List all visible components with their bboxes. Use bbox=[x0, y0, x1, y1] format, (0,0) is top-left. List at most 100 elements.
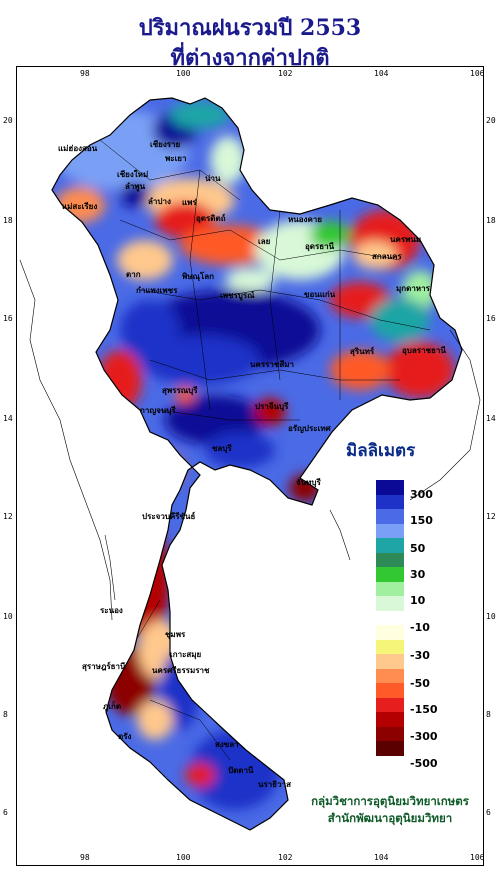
legend-swatch bbox=[376, 538, 404, 553]
place-label: นครศรีธรรมราช bbox=[152, 666, 210, 675]
place-label: ชุมพร bbox=[165, 630, 186, 639]
place-label: เกาะสมุย bbox=[170, 650, 202, 659]
legend-label: -500 bbox=[410, 757, 438, 770]
lon-tick: 104 bbox=[374, 853, 389, 862]
lat-tick: 8 bbox=[3, 710, 8, 719]
lat-tick: 6 bbox=[486, 808, 491, 817]
place-label: นราธิวาส bbox=[258, 780, 292, 789]
place-label: พิษณุโลก bbox=[182, 272, 215, 281]
lat-tick: 14 bbox=[486, 414, 496, 423]
place-label: ระนอง bbox=[100, 606, 123, 615]
place-label: เชียงใหม่ bbox=[117, 170, 149, 179]
legend-swatch bbox=[376, 596, 404, 611]
place-label: อรัญประเทศ bbox=[288, 424, 331, 433]
legend-swatch bbox=[376, 480, 404, 495]
province-boundaries bbox=[99, 139, 431, 761]
legend-label: -30 bbox=[410, 649, 430, 662]
legend-swatch bbox=[376, 552, 404, 567]
legend-swatch bbox=[376, 509, 404, 524]
place-label: จันทบุรี bbox=[296, 478, 321, 487]
lat-tick: 20 bbox=[3, 116, 13, 125]
legend-label: 10 bbox=[410, 594, 426, 607]
legend-swatch bbox=[376, 581, 404, 596]
place-label: มุกดาหาร bbox=[396, 284, 430, 293]
legend-swatch bbox=[376, 683, 404, 698]
legend-label: -10 bbox=[410, 621, 430, 634]
lat-tick: 14 bbox=[3, 414, 13, 423]
legend-unit: มิลลิเมตร bbox=[346, 441, 416, 461]
lon-tick: 102 bbox=[278, 69, 293, 78]
place-label: ปราจีนบุรี bbox=[255, 402, 289, 411]
place-label: แม่ฮ่องสอน bbox=[58, 144, 98, 153]
place-label: ปัตตานี bbox=[228, 766, 254, 775]
place-label: พะเยา bbox=[165, 154, 187, 163]
lat-tick: 8 bbox=[486, 710, 491, 719]
place-label: ตรัง bbox=[118, 732, 132, 741]
legend-swatch bbox=[376, 610, 404, 625]
credit-line1: กลุ่มวิชาการอุตุนิยมวิทยาเกษตร bbox=[311, 794, 469, 808]
legend-label: 150 bbox=[410, 514, 433, 527]
lat-tick: 20 bbox=[486, 116, 496, 125]
place-label: นครพนม bbox=[390, 235, 422, 244]
place-label: กำแพงเพชร bbox=[136, 286, 178, 295]
lat-tick: 18 bbox=[486, 216, 496, 225]
place-label: หนองคาย bbox=[288, 215, 322, 224]
legend-label: -50 bbox=[410, 677, 430, 690]
place-label: นครราชสีมา bbox=[250, 360, 294, 369]
legend-label: 300 bbox=[410, 488, 433, 501]
lat-tick: 16 bbox=[486, 314, 496, 323]
place-label: สุรินทร์ bbox=[350, 347, 375, 356]
legend-swatch bbox=[376, 741, 404, 756]
place-label: ตาก bbox=[126, 270, 141, 279]
place-label: ชลบุรี bbox=[212, 444, 232, 453]
place-label: ลำปาง bbox=[148, 197, 171, 206]
legend-label: 50 bbox=[410, 542, 426, 555]
lat-tick: 10 bbox=[3, 612, 13, 621]
place-label: เลย bbox=[258, 237, 271, 246]
place-label: ประจวบคีรีขันธ์ bbox=[142, 512, 196, 521]
map-title-line1: ปริมาณฝนรวมปี 2553 bbox=[138, 15, 362, 41]
place-label: เพชรบูรณ์ bbox=[220, 291, 255, 300]
lat-tick: 12 bbox=[3, 512, 13, 521]
lat-tick: 16 bbox=[3, 314, 13, 323]
place-label: ลำพูน bbox=[125, 182, 146, 191]
lat-tick: 10 bbox=[486, 612, 496, 621]
legend-swatch bbox=[376, 654, 404, 669]
place-label: กาญจนบุรี bbox=[140, 406, 176, 415]
legend-swatch bbox=[376, 625, 404, 640]
legend-label: -300 bbox=[410, 730, 438, 743]
place-label: สุราษฎร์ธานี bbox=[82, 662, 126, 671]
legend-label: -150 bbox=[410, 703, 438, 716]
place-label: อุตรดิตถ์ bbox=[196, 214, 226, 223]
neighbour-borders bbox=[19, 259, 481, 621]
place-label: แม่สะเรียง bbox=[62, 202, 98, 211]
legend-swatch bbox=[376, 726, 404, 741]
lon-tick: 100 bbox=[176, 853, 191, 862]
place-label: สุพรรณบุรี bbox=[162, 386, 198, 395]
lat-tick: 6 bbox=[3, 808, 8, 817]
lon-tick: 102 bbox=[278, 853, 293, 862]
lon-tick: 98 bbox=[80, 853, 90, 862]
place-label: อุดรธานี bbox=[305, 242, 335, 251]
credit-line2: สำนักพัฒนาอุตุนิยมวิทยา bbox=[327, 811, 453, 825]
lon-tick: 100 bbox=[176, 69, 191, 78]
legend-swatch bbox=[376, 697, 404, 712]
lon-tick: 106 bbox=[470, 69, 485, 78]
place-label: อุบลราชธานี bbox=[402, 346, 446, 355]
place-label: เชียงราย bbox=[150, 140, 181, 149]
legend-label: 30 bbox=[410, 568, 426, 581]
legend-colorbar bbox=[376, 480, 404, 756]
place-label: น่าน bbox=[205, 174, 221, 183]
lat-tick: 18 bbox=[3, 216, 13, 225]
place-label: แพร่ bbox=[182, 198, 197, 207]
legend-swatch bbox=[376, 494, 404, 509]
place-label: สงขลา bbox=[215, 740, 239, 749]
legend-swatch bbox=[376, 567, 404, 582]
legend-swatch bbox=[376, 523, 404, 538]
place-label: ขอนแก่น bbox=[304, 290, 336, 299]
lon-tick: 104 bbox=[374, 69, 389, 78]
lon-tick: 98 bbox=[80, 69, 90, 78]
lon-tick: 106 bbox=[470, 853, 485, 862]
legend-swatch bbox=[376, 712, 404, 727]
legend-swatch bbox=[376, 639, 404, 654]
